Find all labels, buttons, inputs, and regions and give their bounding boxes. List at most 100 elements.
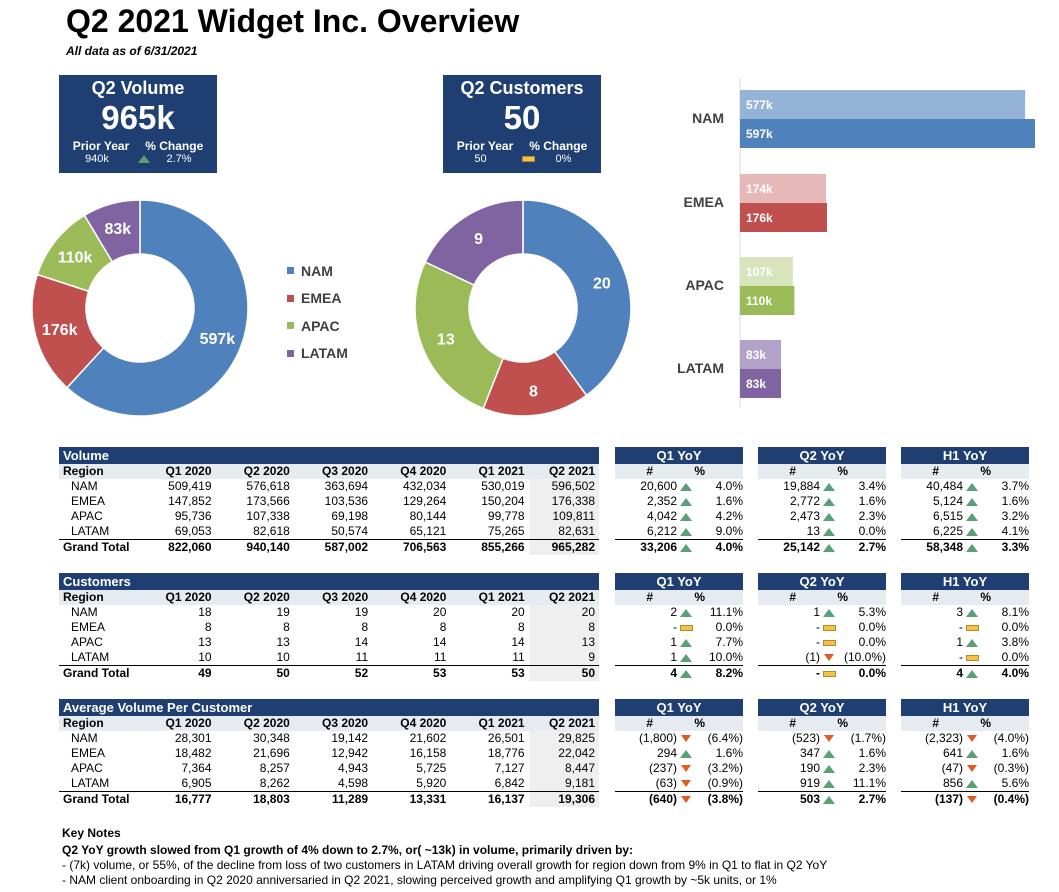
up-triangle-icon <box>966 638 978 647</box>
table-cell: 20 <box>433 605 447 619</box>
table-cell: 107,338 <box>246 509 290 523</box>
table-cell: 19,306 <box>528 791 599 807</box>
yoy-change-pct: 4.1% <box>1001 524 1029 538</box>
table-cell: 10 <box>198 650 212 664</box>
column-header: Region <box>59 590 138 605</box>
up-triangle-icon <box>966 749 978 758</box>
table-cell: 6,905 <box>181 776 212 790</box>
table-cell: 103,536 <box>324 494 369 508</box>
table-cell: 8 <box>528 620 599 635</box>
column-header: Q3 2020 <box>293 716 373 731</box>
flat-dash-icon <box>822 670 836 677</box>
yoy-change-pct: 2.7% <box>858 792 886 806</box>
yoy-change-pct: (10.0%) <box>843 650 886 664</box>
key-notes: Key Notes Q2 YoY growth slowed from Q1 g… <box>62 826 827 888</box>
bar-data-label: 174k <box>746 182 773 196</box>
yoy-change-value: 58,348 <box>926 540 963 554</box>
yoy-title: Q2 YoY <box>758 573 886 590</box>
table-cell: 21,696 <box>253 746 290 760</box>
yoy-panel-q1-yoy: Q1 YoY #% (1,800) (6.4%) 294 1.6% (237) (3.2%)(… <box>615 699 743 807</box>
yoy-change-pct: 4.0% <box>715 540 743 554</box>
column-header: Q3 2020 <box>293 590 373 605</box>
table-cell: NAM <box>71 731 98 745</box>
yoy-panel-q1-yoy: Q1 YoY #% 20,600 4.0% 2,352 1.6% 4,042 4.2% 6,21… <box>615 447 743 555</box>
flat-dash-icon <box>965 624 979 631</box>
kpi-prior-value: 50 <box>474 153 487 165</box>
table-cell: 69,198 <box>331 509 369 523</box>
yoy-change-pct: 0.0% <box>1001 650 1029 664</box>
bar-data-label: 110k <box>746 294 772 308</box>
table-cell: 28,301 <box>174 731 212 745</box>
table-cell: 9 <box>528 650 599 666</box>
table-cell: 19 <box>276 605 290 619</box>
table-cell: 530,019 <box>481 479 525 493</box>
table-cell: LATAM <box>71 524 110 538</box>
flat-dash-icon <box>965 654 979 661</box>
table-cell: 53 <box>372 665 451 681</box>
donut-data-label: 9 <box>474 231 483 248</box>
column-header: Q2 2021 <box>528 590 599 605</box>
yoy-change-pct: 1.6% <box>715 746 743 760</box>
table-cell: 11 <box>433 650 447 664</box>
table-cell: 29,825 <box>528 731 599 746</box>
yoy-change-pct: 0.0% <box>1001 620 1029 634</box>
yoy-change-value: 1 <box>670 650 677 664</box>
yoy-subheader: #% <box>615 464 743 479</box>
table-cell: 576,618 <box>246 479 290 493</box>
legend-item-nam: NAM <box>287 257 348 285</box>
table-title: Customers <box>59 573 599 590</box>
table-cell: 82,618 <box>253 524 290 538</box>
up-triangle-icon <box>966 482 978 491</box>
yoy-change-pct: 0.0% <box>858 524 886 538</box>
up-triangle-icon <box>680 749 692 758</box>
customers-donut-chart: 20 8 13 9 <box>414 199 632 417</box>
table-row: APAC 95,736 107,338 69,198 80,144 99,778 109,8… <box>59 509 599 524</box>
bar-latam-q2-2021 <box>740 369 782 398</box>
yoy-change-pct: 3.3% <box>1001 540 1029 554</box>
yoy-change-value: 6,225 <box>932 524 963 538</box>
yoy-total-row: 25,142 2.7% <box>758 539 886 555</box>
table-cell: LATAM <box>71 650 110 664</box>
up-triangle-icon <box>823 764 835 773</box>
yoy-total-row: 33,206 4.0% <box>615 539 743 555</box>
donut-data-label: 20 <box>593 275 611 292</box>
down-triangle-icon <box>824 654 834 662</box>
table-cell: 14 <box>354 635 369 649</box>
yoy-change-pct: (0.4%) <box>993 792 1029 806</box>
yoy-total-row: (640) (3.8%) <box>615 791 743 807</box>
table-cell: 8,257 <box>259 761 290 775</box>
table-cell: 8 <box>204 620 212 634</box>
yoy-change-pct: 0.0% <box>858 635 886 649</box>
yoy-change-pct: 8.1% <box>1001 605 1029 619</box>
donut-slice-nam <box>65 199 249 417</box>
bar-nam-q2-2021 <box>740 119 1035 148</box>
table-volume: Volume Region Q1 2020 Q2 2020 Q3 2020 Q4 2020… <box>59 447 599 555</box>
yoy-row: 919 11.1% <box>758 776 886 791</box>
yoy-change-pct: 3.2% <box>1001 509 1029 523</box>
yoy-change-pct: 2.3% <box>858 509 886 523</box>
table-cell: 9,181 <box>528 776 599 792</box>
yoy-row: 190 2.3% <box>758 761 886 776</box>
yoy-panel-q2-yoy: Q2 YoY #% (523) (1.7%) 347 1.6% 190 2.3% 919 11.1… <box>758 699 886 807</box>
up-triangle-icon <box>680 543 692 552</box>
bar-latam-q2-2020 <box>740 340 782 369</box>
yoy-row: 2,352 1.6% <box>615 494 743 509</box>
yoy-change-value: (640) <box>648 792 677 806</box>
column-header: Q2 2020 <box>215 464 294 479</box>
page-title: Q2 2021 Widget Inc. Overview <box>66 3 520 39</box>
table-cell: NAM <box>71 479 98 493</box>
kpi-prior-label: Prior Year <box>456 139 514 153</box>
bar-emea-q2-2020 <box>740 174 826 203</box>
up-triangle-icon <box>680 669 692 678</box>
yoy-title: Q2 YoY <box>758 699 886 716</box>
yoy-change-value: 641 <box>942 746 963 760</box>
table-title: Volume <box>59 447 599 464</box>
page-subtitle: All data as of 6/31/2021 <box>66 44 198 58</box>
table-cell: 965,282 <box>528 539 599 555</box>
yoy-change-value: 190 <box>799 761 820 775</box>
up-triangle-icon <box>680 482 692 491</box>
table-cell: 8 <box>283 620 290 634</box>
yoy-change-value: 5,124 <box>932 494 963 508</box>
legend-label: EMEA <box>301 290 342 307</box>
bar-data-label: 176k <box>746 211 773 225</box>
